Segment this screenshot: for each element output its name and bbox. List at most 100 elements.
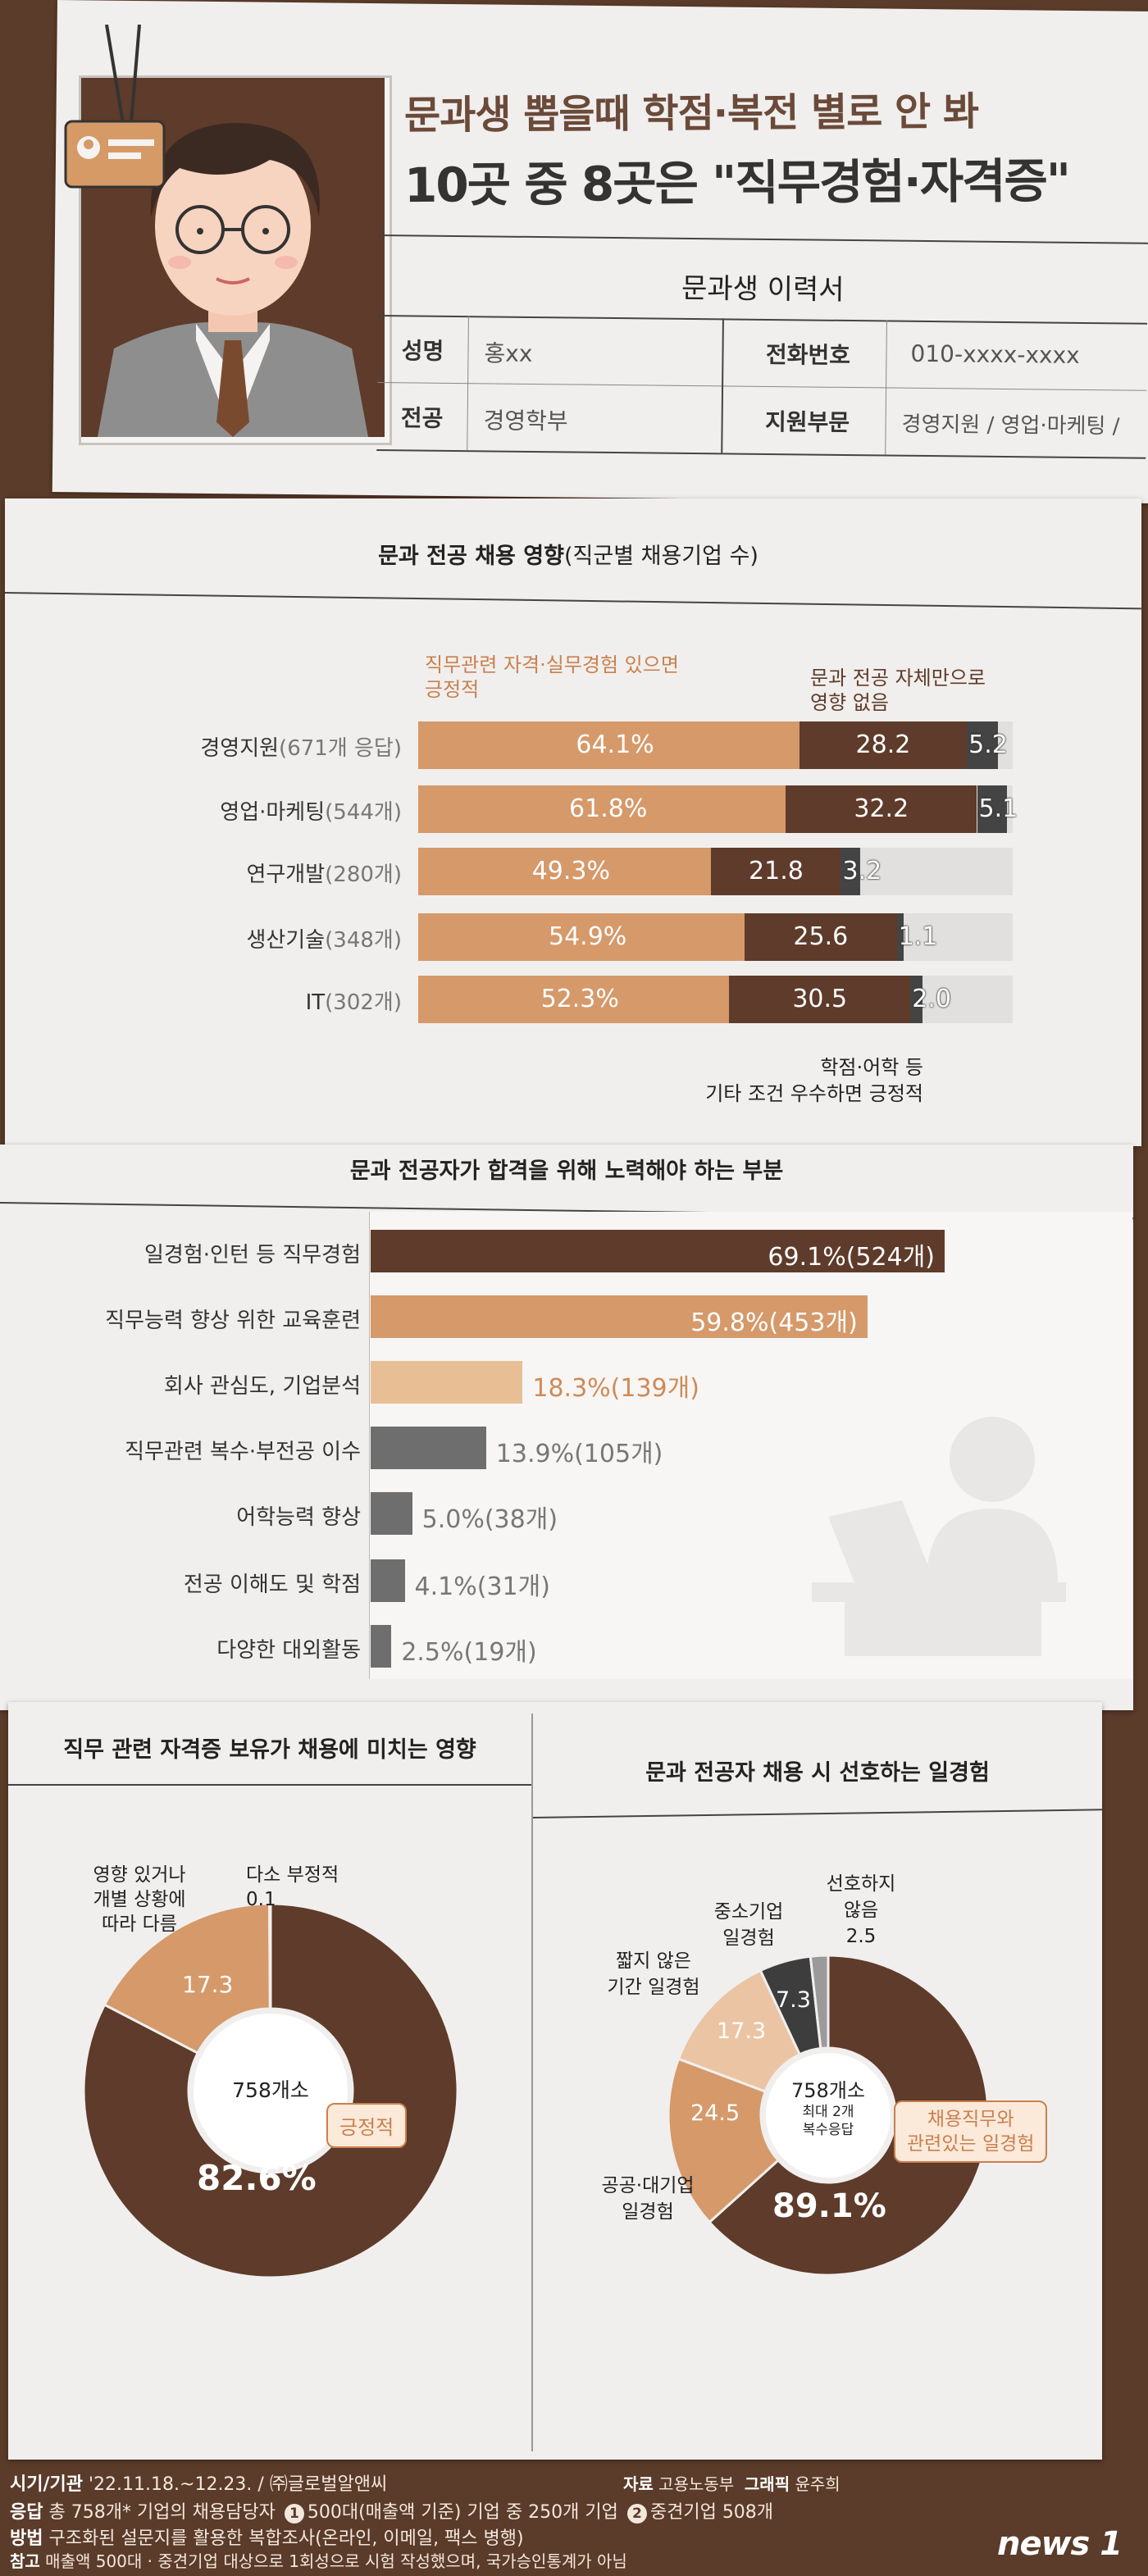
footer-graphic-value: 윤주희 [795, 2474, 840, 2494]
donut4-long-2: 기간 일경험 [607, 1977, 700, 1998]
chart1-value-label: 2.0 [912, 985, 952, 1013]
donut3-value-varies: 17.3 [182, 1971, 234, 1998]
id-badge-icon [57, 24, 172, 192]
footer-source-label: 자료 [623, 2474, 654, 2494]
donut3-label-varies: 영향 있거나 개별 상황에 따라 다름 [57, 1863, 221, 1937]
footer-logo: news 1 [997, 2525, 1123, 2563]
legend-none-line1: 문과 전공 자체만으로 [810, 667, 986, 690]
donut4-label-sme: 중소기업 일경험 [695, 1899, 802, 1951]
donut3-label-negative-1: 다소 부정적 [246, 1864, 339, 1886]
chart1-value-label: 28.2 [855, 730, 911, 759]
donut3-label-varies-2: 개별 상황에 [93, 1889, 186, 1910]
donut4-long-1: 짧지 않은 [616, 1950, 691, 1972]
footer-ref-value: 매출액 500대 · 중견기업 대상으로 1회성으로 시험 작성했으며, 국가승… [45, 2551, 627, 2571]
chart1-title-wrap: 문과 전공 채용 영향(직군별 채용기업 수) [0, 538, 1137, 570]
resume-heading: 문과생 이력서 [681, 271, 845, 307]
donut4-value-long: 17.3 [717, 2018, 767, 2044]
chart1-value-label: 32.2 [854, 794, 909, 823]
legend-positive-line2: 긍정적 [425, 678, 480, 701]
donut4-label-public: 공공·대기업 일경험 [574, 2173, 722, 2225]
chart2-title: 문과 전공자가 합격을 위해 노력해야 하는 부분 [349, 1158, 784, 1184]
footer-source-value: 고용노동부 [658, 2474, 735, 2494]
legend-other: 학점·어학 등 기타 조건 우수하면 긍정적 [672, 1054, 923, 1107]
donut3-value-negative: 0.1 [246, 1889, 276, 1910]
chart1-bar-segment [418, 721, 800, 769]
chart2-category-label: 어학능력 향상 [236, 1505, 361, 1530]
chart2-category-label: 전공 이해도 및 학점 [183, 1572, 361, 1597]
footer-resp-b: 500대(매출액 기준) 기업 중 250개 기업 [307, 2502, 618, 2523]
chart2-value-label: 18.3%(139개) [532, 1374, 699, 1403]
resume-table: 문과생 이력서 성명 홍xx 전화번호 010-xxxx-xxxx 전공 경영학… [376, 234, 1148, 489]
chart1-category-count: (280개) [325, 862, 402, 887]
office-worker-icon [787, 1410, 1082, 1659]
chart2-bar [371, 1295, 868, 1338]
chart1-value-label: 25.6 [793, 922, 849, 951]
donut4-related-2: 관련있는 일경험 [907, 2133, 1035, 2155]
chart3-slice [102, 1902, 271, 2055]
footer-period-label: 시기/기관 [10, 2474, 83, 2495]
resume-name-label: 성명 [401, 337, 444, 365]
resume-dept-value: 경영지원 / 영업·마케팅 / [901, 412, 1120, 439]
footer-resp-num1: 1 [284, 2504, 304, 2524]
chart1-value-label: 54.9% [549, 922, 627, 951]
chart3-slice [268, 1902, 272, 2010]
footer-resp-num2: 2 [626, 2504, 647, 2524]
chart1-category-name: 경영지원 [200, 736, 280, 761]
chart2-value-label: 69.1%(524개) [768, 1243, 935, 1272]
donut4-sme-1: 중소기업 [713, 1901, 784, 1923]
chart2-category-label: 다양한 대외활동 [216, 1638, 361, 1663]
chart1-bar-segment [896, 913, 904, 961]
chart1-bar-segment [910, 976, 922, 1023]
footer-ref-label: 참고 [10, 2551, 40, 2571]
chart2-category-label: 직무능력 향상 위한 교육훈련 [105, 1308, 361, 1333]
chart2-bar [371, 1230, 945, 1272]
chart4-title: 문과 전공자 채용 시 선호하는 일경험 [645, 1760, 990, 1786]
chart1-category-name: 생산기술 [246, 928, 326, 953]
donut4-value-main: 89.1% [772, 2187, 886, 2225]
chart1-value-label: 1.1 [898, 922, 938, 951]
legend-none-line2: 영향 없음 [810, 691, 889, 714]
donut3-value-main: 82.6% [197, 2158, 317, 2198]
donut4-public-2: 일경험 [622, 2201, 674, 2223]
chart1-title-suffix: (직군별 채용기업 수) [563, 544, 758, 569]
chart1-bar-segment [799, 721, 968, 769]
footer-credits-row: 자료 고용노동부 그래픽 윤주희 [623, 2471, 840, 2495]
chart1-category-label: 연구개발(280개) [98, 858, 402, 888]
chart1-category-label: 경영지원(671개 응답) [98, 731, 402, 762]
donut3-label-varies-3: 따라 다름 [102, 1914, 177, 1935]
donut-divider [531, 1714, 533, 2451]
chart2-value-label: 4.1%(31개) [414, 1572, 550, 1601]
chart2-bar [371, 1492, 412, 1535]
chart1-value-label: 49.3% [531, 857, 611, 885]
chart1-bar-segment [840, 848, 860, 895]
chart1-category-count: (671개 응답) [279, 736, 402, 761]
chart4-hole [766, 2053, 891, 2178]
legend-other-line2: 기타 조건 우수하면 긍정적 [705, 1082, 923, 1105]
chart3-hole [194, 2014, 348, 2168]
chart1-value-label: 64.1% [576, 730, 654, 759]
donut4-related-1: 채용직무와 [927, 2109, 1014, 2130]
chart1-value-label: 52.3% [540, 985, 619, 1013]
chart3-donut [82, 1902, 459, 2279]
footer-period-value: '22.11.18.~12.23. / ㈜글로벌알앤씨 [89, 2474, 388, 2495]
chart1-value-label: 61.8% [569, 794, 648, 823]
chart1-category-name: 연구개발 [246, 862, 326, 887]
chart2-value-label: 5.0%(38개) [421, 1505, 558, 1534]
resume-major-label: 전공 [400, 404, 444, 432]
donut4-callout-related: 채용직무와 관련있는 일경험 [894, 2100, 1048, 2163]
title-line-1: 문과생 뽑을때 학점·복전 별로 안 봐 [403, 89, 979, 139]
chart1-bar-segment [977, 785, 1008, 833]
chart2-category-label: 일경험·인턴 등 직무경험 [144, 1243, 361, 1268]
footer-resp-label: 응답 [10, 2502, 43, 2523]
chart1-bar-segment [711, 848, 841, 895]
chart1-category-count: (544개) [325, 800, 402, 825]
chart1-value-label: 21.8 [749, 857, 804, 885]
donut4-none-2: 않음 [843, 1900, 879, 1921]
donut4-label-none: 선호하지 않음 2.5 [812, 1871, 910, 1950]
chart4-slice [809, 1954, 830, 2050]
chart1-category-label: IT(302개) [98, 985, 402, 1016]
chart1-bar-segment [745, 913, 897, 961]
donut4-sme-2: 일경험 [722, 1927, 775, 1949]
chart2-category-label: 회사 관심도, 기업분석 [163, 1374, 361, 1399]
footer-graphic-label: 그래픽 [744, 2474, 790, 2494]
